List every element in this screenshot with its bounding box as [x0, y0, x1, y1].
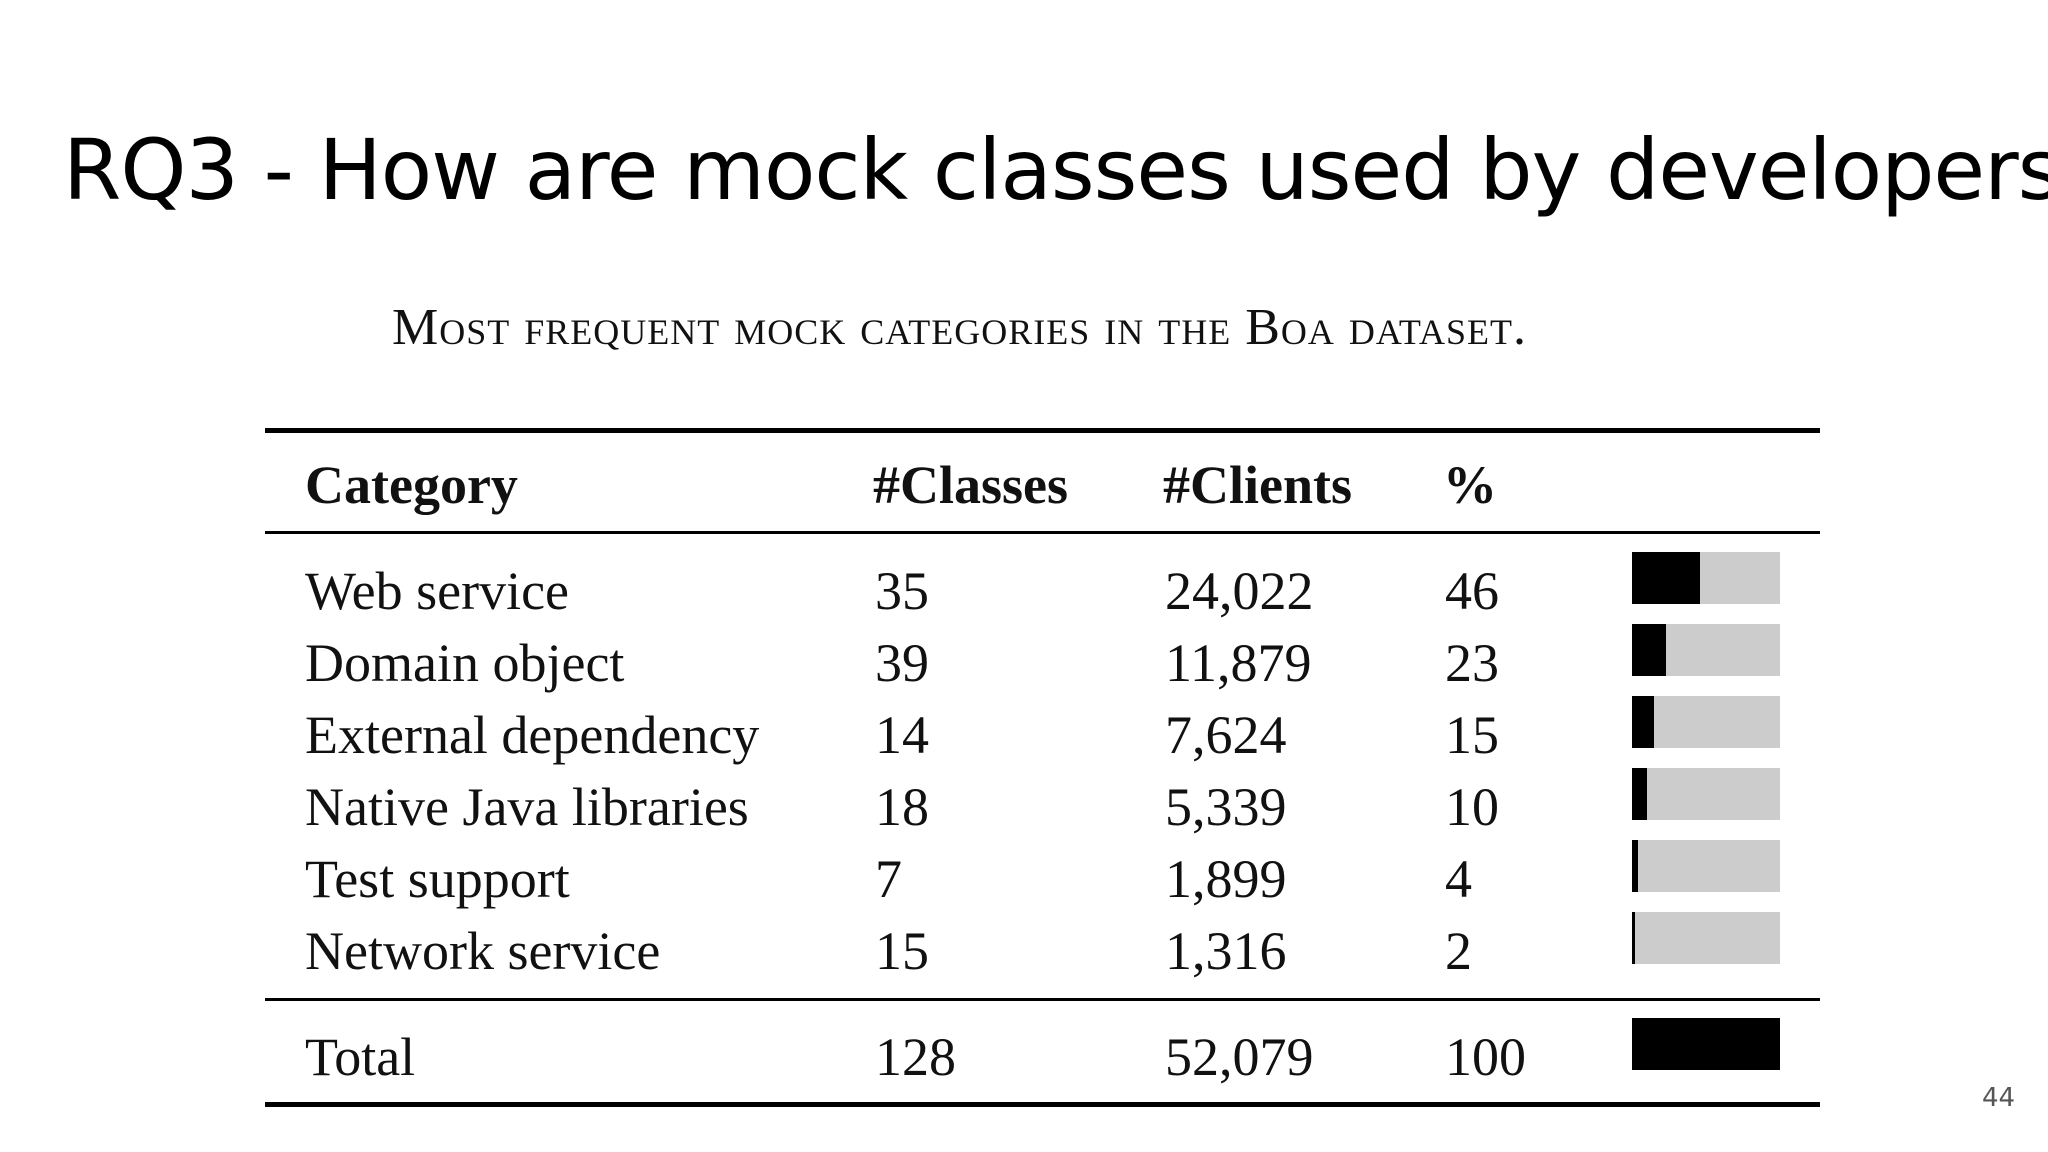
header-classes: #Classes [873, 455, 1069, 515]
row-classes: 15 [875, 921, 929, 981]
row-classes: 39 [875, 633, 929, 693]
row-classes: 7 [875, 849, 902, 909]
table-caption: Most frequent mock categories in the Boa… [392, 299, 1528, 356]
row-clients: 1,316 [1165, 921, 1287, 981]
total-share-bar [1632, 1018, 1780, 1070]
row-share-bar-fill [1632, 768, 1647, 820]
row-clients: 24,022 [1165, 561, 1314, 621]
row-percent: 2 [1445, 921, 1472, 981]
row-clients: 1,899 [1165, 849, 1287, 909]
row-share-bar [1632, 768, 1780, 820]
total-category: Total [305, 1027, 416, 1087]
row-percent: 46 [1445, 561, 1499, 621]
row-category: Native Java libraries [305, 777, 749, 837]
header-percent: % [1443, 455, 1497, 515]
row-share-bar [1632, 696, 1780, 748]
row-share-bar-fill [1632, 552, 1701, 604]
row-classes: 35 [875, 561, 929, 621]
mock-categories-table: Category #Classes #Clients % Web service… [265, 428, 1820, 1108]
row-category: Network service [305, 921, 661, 981]
row-share-bar-fill [1632, 696, 1655, 748]
total-clients: 52,079 [1165, 1027, 1314, 1087]
slide-title: RQ3 - How are mock classes used by devel… [63, 121, 2048, 219]
row-share-bar-fill [1632, 624, 1667, 676]
row-percent: 23 [1445, 633, 1499, 693]
row-clients: 7,624 [1165, 705, 1287, 765]
total-share-bar-fill [1632, 1018, 1780, 1070]
row-share-bar [1632, 840, 1780, 892]
row-category: Web service [305, 561, 570, 621]
row-clients: 5,339 [1165, 777, 1287, 837]
total-classes: 128 [875, 1027, 956, 1087]
row-percent: 15 [1445, 705, 1499, 765]
row-classes: 18 [875, 777, 929, 837]
row-share-bar [1632, 912, 1780, 964]
table-header-rule [265, 531, 1820, 534]
row-category: Test support [305, 849, 570, 909]
row-percent: 4 [1445, 849, 1472, 909]
page-number: 44 [1982, 1083, 2016, 1113]
table-bottom-rule [265, 1102, 1820, 1107]
table-top-rule [265, 428, 1820, 433]
row-share-bar [1632, 624, 1780, 676]
row-category: External dependency [305, 705, 760, 765]
row-share-bar [1632, 552, 1780, 604]
row-share-bar-fill [1632, 840, 1638, 892]
header-category: Category [305, 455, 518, 515]
row-category: Domain object [305, 633, 625, 693]
row-classes: 14 [875, 705, 929, 765]
header-clients: #Clients [1163, 455, 1352, 515]
table-total-rule [265, 998, 1820, 1001]
row-clients: 11,879 [1165, 633, 1312, 693]
total-percent: 100 [1445, 1027, 1526, 1087]
row-share-bar-fill [1632, 912, 1635, 964]
row-percent: 10 [1445, 777, 1499, 837]
